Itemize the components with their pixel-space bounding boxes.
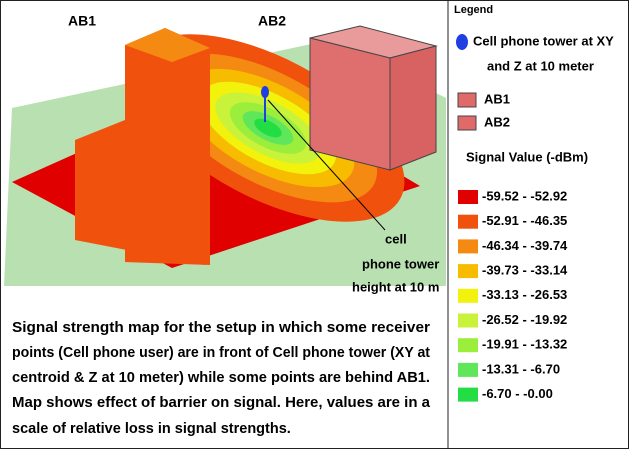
legend-swatch	[458, 264, 478, 279]
signal-title: Signal Value (-dBm)	[466, 149, 588, 164]
legend-tower-marker	[456, 34, 468, 50]
legend-building-label: AB1	[484, 91, 510, 106]
scene: AB1 AB2 cell phone tower height at 10 m	[4, 13, 446, 294]
legend-range-label: -6.70 - -0.00	[482, 386, 553, 401]
caption-line: centroid & Z at 10 meter) while some poi…	[12, 370, 430, 386]
legend-swatch	[458, 288, 478, 303]
legend-title: Legend	[454, 4, 493, 16]
legend-range-label: -13.31 - -6.70	[482, 361, 560, 376]
ab1-top	[125, 28, 210, 62]
caption-line: points (Cell phone user) are in front of…	[12, 345, 430, 361]
tower-label: height at 10 m	[352, 279, 439, 294]
legend-range-label: -19.91 - -13.32	[482, 337, 567, 352]
legend-tower-label: Cell phone tower at XY	[473, 33, 614, 48]
ab2-side	[389, 45, 437, 171]
tower-label: cell	[385, 231, 407, 246]
legend-swatch	[458, 214, 478, 229]
ab1-label: AB1	[68, 13, 96, 29]
ab2-label: AB2	[258, 13, 286, 29]
legend-range-label: -52.91 - -46.35	[482, 213, 567, 228]
heat-zone	[254, 118, 282, 138]
pointer	[267, 99, 386, 231]
legend-tower-label: and Z at 10 meter	[487, 58, 594, 73]
tower	[261, 86, 269, 98]
tower-label: phone tower	[362, 256, 439, 271]
legend-swatch	[458, 190, 478, 204]
legend-swatch	[458, 239, 478, 254]
legend-building-swatch	[457, 92, 477, 108]
legend-swatch	[458, 338, 478, 353]
caption-line: Signal strength map for the setup in whi…	[12, 320, 430, 336]
legend-building-swatch	[457, 115, 477, 131]
legend-swatch	[458, 313, 478, 328]
legend-building-label: AB2	[484, 114, 510, 129]
legend-range-label: -33.13 - -26.53	[482, 287, 567, 302]
legend-range-label: -46.34 - -39.74	[482, 238, 568, 253]
legend-swatch	[458, 387, 478, 402]
legend-range-label: -39.73 - -33.14	[482, 263, 568, 278]
ab1-front	[125, 28, 210, 265]
ab2-front	[309, 37, 391, 171]
caption-line: scale of relative loss in signal strengt…	[12, 421, 291, 437]
caption-line: Map shows effect of barrier on signal. H…	[12, 395, 431, 411]
legend-swatch	[458, 362, 478, 377]
legend-range-label: -59.52 - -52.92	[482, 188, 567, 203]
legend-range-label: -26.52 - -19.92	[482, 312, 567, 327]
